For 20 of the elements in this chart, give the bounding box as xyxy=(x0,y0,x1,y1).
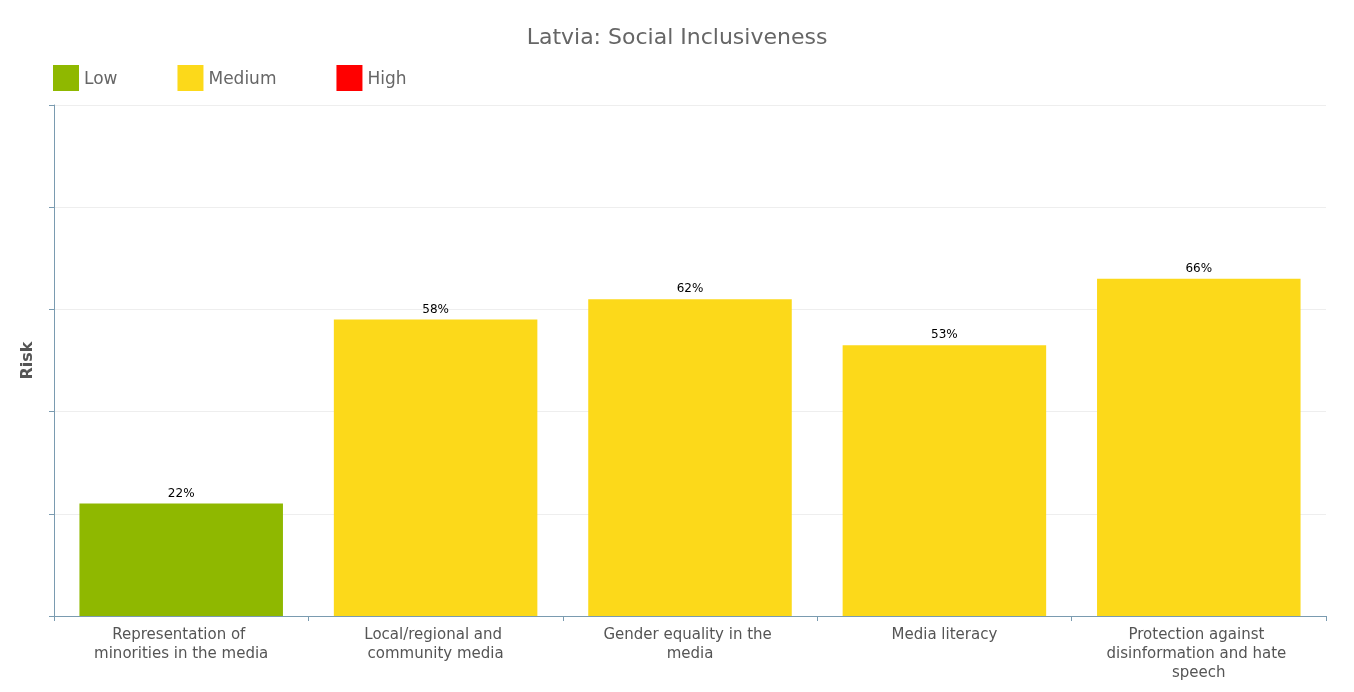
bar xyxy=(1097,278,1301,616)
data-label: 58% xyxy=(422,301,449,316)
bar xyxy=(79,503,283,616)
data-label: 22% xyxy=(167,485,195,500)
y-axis-title: Risk xyxy=(16,341,36,380)
data-label: 62% xyxy=(676,281,704,296)
data-label: 66% xyxy=(1185,260,1213,275)
legend-label: Medium xyxy=(208,68,277,88)
bar xyxy=(842,345,1047,616)
data-label: 53% xyxy=(931,327,958,342)
x-tick-label: Protection against disinformation and hate speech xyxy=(1106,624,1292,681)
bar xyxy=(333,319,538,616)
x-tick-label: Local/regional and community media xyxy=(364,624,507,662)
legend-label: High xyxy=(367,68,407,88)
bar xyxy=(588,299,792,616)
legend-label: Low xyxy=(84,68,118,88)
chart-title: Latvia: Social Inclusiveness xyxy=(526,23,828,49)
x-tick-label: Representation of minorities in the media xyxy=(94,624,269,662)
x-tick-label: Media literacy xyxy=(891,624,998,643)
x-tick-label: Gender equality in the media xyxy=(603,624,777,662)
